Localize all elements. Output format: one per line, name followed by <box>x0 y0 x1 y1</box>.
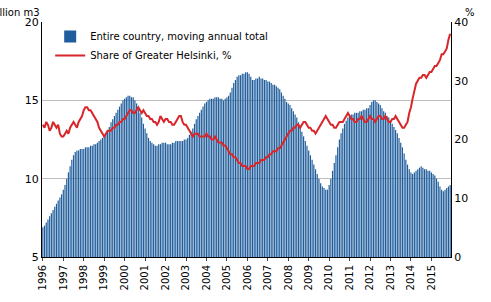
svg-text:2014: 2014 <box>405 265 416 290</box>
svg-text:2006: 2006 <box>242 265 253 290</box>
svg-text:1997: 1997 <box>58 265 69 290</box>
svg-text:5: 5 <box>32 251 39 264</box>
svg-text:2003: 2003 <box>180 265 191 290</box>
svg-text:2009: 2009 <box>303 265 314 290</box>
svg-text:2015: 2015 <box>426 265 437 290</box>
svg-text:2000: 2000 <box>119 265 130 290</box>
svg-text:million m3: million m3 <box>0 7 40 18</box>
svg-text:15: 15 <box>25 94 39 107</box>
svg-text:20: 20 <box>25 16 39 29</box>
svg-text:2004: 2004 <box>201 265 212 290</box>
svg-text:2011: 2011 <box>344 265 355 290</box>
svg-text:10: 10 <box>25 173 39 186</box>
svg-text:20: 20 <box>454 133 468 146</box>
svg-text:2010: 2010 <box>323 265 334 290</box>
svg-text:30: 30 <box>454 75 468 88</box>
svg-text:2002: 2002 <box>160 265 171 290</box>
svg-text:1998: 1998 <box>78 265 89 290</box>
svg-text:2008: 2008 <box>283 265 294 290</box>
svg-text:1996: 1996 <box>37 265 48 290</box>
svg-text:2012: 2012 <box>364 265 375 290</box>
svg-text:0: 0 <box>454 251 461 264</box>
svg-text:1999: 1999 <box>98 265 109 290</box>
svg-text:Entire country, moving annual: Entire country, moving annual total <box>90 31 268 42</box>
svg-text:10: 10 <box>454 192 468 205</box>
svg-text:2001: 2001 <box>139 265 150 290</box>
svg-text:2013: 2013 <box>385 265 396 290</box>
svg-text:40: 40 <box>454 16 468 29</box>
svg-text:2005: 2005 <box>221 265 232 290</box>
svg-text:Share of Greater Helsinki, %: Share of Greater Helsinki, % <box>90 50 231 61</box>
svg-text:2007: 2007 <box>262 265 273 290</box>
svg-text:%: % <box>465 7 475 18</box>
